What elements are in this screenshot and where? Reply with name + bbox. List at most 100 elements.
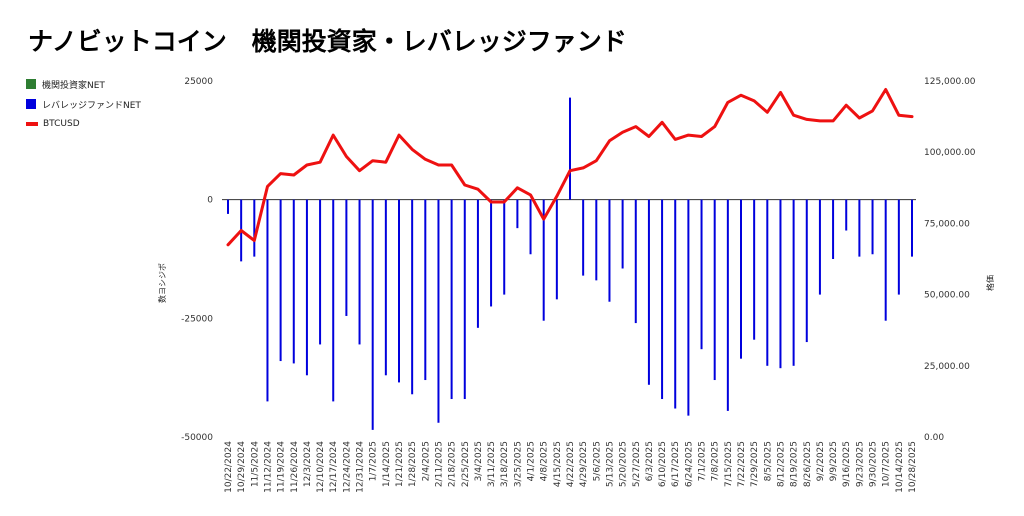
- x-tick-label: 11/19/2024: [277, 441, 287, 493]
- lev-bar: [292, 199, 295, 364]
- lev-bar: [740, 199, 742, 359]
- lev-bar: [674, 199, 677, 409]
- y-right-tick: 125,000.00: [924, 77, 976, 87]
- x-tick-label: 7/1/2025: [698, 441, 708, 481]
- lev-bar: [227, 199, 229, 214]
- lev-bar: [700, 199, 703, 350]
- x-tick-label: 5/20/2025: [619, 441, 629, 487]
- legend: 機関投資家NET レバレッジファンドNET BTCUSD: [26, 74, 141, 134]
- lev-bar: [818, 199, 821, 295]
- x-tick-label: 4/8/2025: [540, 441, 550, 481]
- lev-bar: [726, 199, 729, 411]
- legend-item-lev[interactable]: レバレッジファンドNET: [26, 94, 141, 114]
- lev-bar: [858, 199, 861, 257]
- y-right-tick: 50,000.00: [924, 291, 970, 301]
- legend-item-btc[interactable]: BTCUSD: [26, 114, 141, 134]
- y-left-tick: 0: [207, 196, 213, 206]
- btc-line: [226, 88, 914, 247]
- lev-bar: [897, 199, 900, 295]
- x-tick-label: 8/19/2025: [790, 441, 800, 487]
- x-tick-label: 4/1/2025: [527, 441, 537, 481]
- x-tick-label: 2/11/2025: [434, 441, 444, 487]
- x-tick-label: 3/18/2025: [500, 441, 510, 487]
- lev-bar: [911, 199, 913, 257]
- lev-bar: [450, 199, 453, 400]
- x-tick-label: 5/13/2025: [605, 441, 615, 487]
- x-tick-label: 4/15/2025: [553, 441, 563, 487]
- x-tick-label: 6/24/2025: [684, 441, 694, 487]
- lev-bar: [463, 199, 466, 400]
- x-tick-label: 10/14/2025: [895, 441, 905, 493]
- x-tick-label: 9/9/2025: [829, 441, 839, 481]
- x-tick-label: 10/29/2024: [237, 441, 247, 493]
- lev-bar: [516, 199, 519, 229]
- legend-swatch-btc: [26, 122, 38, 126]
- legend-label-inst: 機関投資家NET: [42, 80, 105, 91]
- y-right-tick: 75,000.00: [924, 219, 970, 229]
- x-tick-label: 1/14/2025: [382, 441, 392, 487]
- y-right-tick: 0.00: [924, 433, 944, 443]
- lev-bar: [476, 199, 479, 328]
- lev-bar: [647, 199, 650, 385]
- legend-item-inst[interactable]: 機関投資家NET: [26, 74, 141, 94]
- lev-bar: [319, 199, 322, 345]
- x-tick-label: 7/8/2025: [711, 441, 721, 481]
- y-left-tick: -25000: [181, 314, 213, 324]
- x-tick-label: 2/18/2025: [448, 441, 458, 487]
- lev-bar: [884, 199, 887, 321]
- x-tick-label: 7/29/2025: [750, 441, 760, 487]
- legend-label-btc: BTCUSD: [43, 119, 80, 129]
- lev-bar: [424, 199, 427, 381]
- y-right-ticks: 125,000.00 100,000.00 75,000.00 50,000.00 25…: [924, 77, 976, 443]
- lev-bar: [358, 199, 361, 345]
- x-tick-label: 10/22/2024: [224, 441, 234, 493]
- lev-bar: [621, 199, 624, 269]
- x-tick-label: 2/4/2025: [421, 441, 431, 481]
- lev-bar: [345, 199, 348, 316]
- chart-title: ナノビットコイン 機関投資家・レバレッジファンド: [28, 27, 627, 56]
- x-tick-label: 10/7/2025: [882, 441, 892, 487]
- lev-bar: [266, 199, 269, 402]
- lev-bar: [845, 199, 848, 231]
- x-tick-label: 12/24/2024: [342, 441, 352, 493]
- lev-bar: [490, 199, 493, 307]
- lev-bar: [253, 199, 256, 257]
- x-tick-label: 5/6/2025: [592, 441, 602, 481]
- x-tick-label: 8/12/2025: [776, 441, 786, 487]
- x-tick-label: 11/5/2024: [250, 441, 260, 487]
- x-tick-label: 1/7/2025: [369, 441, 379, 481]
- x-tick-label: 1/28/2025: [408, 441, 418, 487]
- lev-bar: [595, 199, 598, 281]
- lev-bar: [753, 199, 756, 340]
- lev-bar: [661, 199, 664, 400]
- lev-bar: [687, 199, 690, 416]
- x-tick-label: 4/29/2025: [579, 441, 589, 487]
- x-tick-label: 9/16/2025: [842, 441, 852, 487]
- x-tick-label: 3/4/2025: [474, 441, 484, 481]
- x-tick-label: 6/10/2025: [658, 441, 668, 487]
- y-right-tick: 100,000.00: [924, 148, 976, 158]
- y-left-tick: 25000: [184, 77, 213, 87]
- x-tick-label: 8/5/2025: [763, 441, 773, 481]
- lev-bar: [305, 199, 308, 376]
- x-tick-label: 12/31/2024: [356, 441, 366, 493]
- lev-bar: [398, 199, 400, 383]
- lev-bar: [332, 199, 335, 402]
- x-tick-label: 12/3/2024: [303, 441, 313, 487]
- lev-bar: [766, 199, 769, 366]
- x-tick-label: 5/27/2025: [632, 441, 642, 487]
- x-ticks: 10/22/2024 10/29/2024 11/5/2024 11/12/2024 1…: [224, 441, 918, 493]
- lev-bar: [384, 199, 387, 376]
- lev-bar: [634, 199, 637, 324]
- x-tick-label: 11/12/2024: [263, 441, 273, 493]
- x-tick-label: 9/30/2025: [869, 441, 879, 487]
- y-left-ticks: 25000 0 -25000 -50000: [181, 77, 213, 443]
- x-tick-label: 8/26/2025: [803, 441, 813, 487]
- lev-bar: [871, 199, 874, 255]
- lev-bar: [832, 199, 835, 259]
- x-tick-label: 7/15/2025: [724, 441, 734, 487]
- x-tick-label: 9/23/2025: [855, 441, 865, 487]
- x-tick-label: 4/22/2025: [566, 441, 576, 487]
- legend-swatch-lev: [26, 99, 36, 109]
